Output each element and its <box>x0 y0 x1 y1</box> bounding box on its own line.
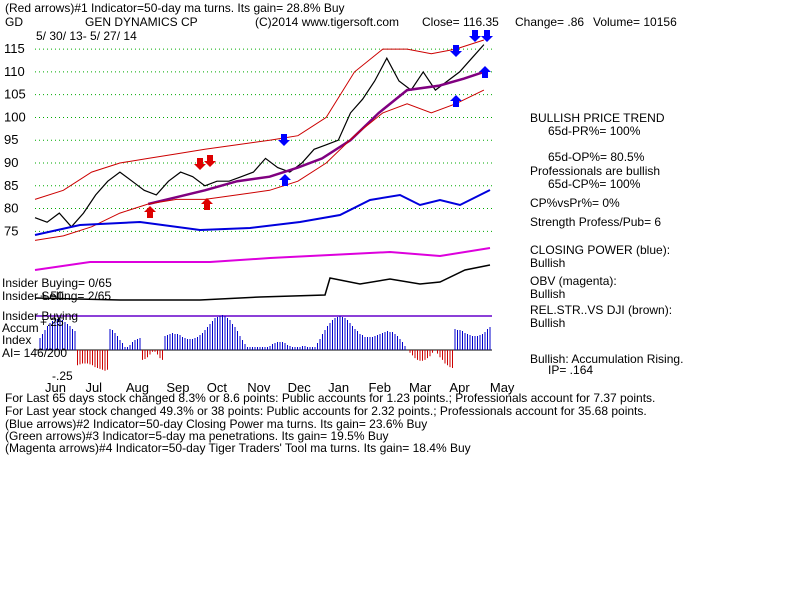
index-label: Index <box>2 333 32 347</box>
obv-value: Bullish <box>530 287 566 301</box>
insider-buying-title: Insider Buying <box>2 309 79 323</box>
x-tick-label: Jun <box>45 380 66 395</box>
indicator1-line: (Red arrows)#1 Indicator=50-day ma turns… <box>5 1 345 15</box>
date-range: 5/ 30/ 13- 5/ 27/ 14 <box>36 29 137 43</box>
ip-label: IP= .164 <box>548 363 594 377</box>
ticker-symbol: GD <box>5 15 23 29</box>
down-arrow-icon <box>204 155 216 167</box>
x-tick-label: Jan <box>328 380 349 395</box>
close-price: Close= 116.35 <box>422 15 499 29</box>
x-tick-label: Apr <box>449 380 470 395</box>
price-tick-label: 105 <box>4 87 26 102</box>
cp65-label: 65d-CP%= 100% <box>548 177 641 191</box>
up-arrow-icon <box>201 198 213 210</box>
price-tick-label: 100 <box>4 109 26 124</box>
footer-line-blue: (Blue arrows)#2 Indicator=50-day Closing… <box>5 417 428 431</box>
series-lower_band <box>34 89 485 241</box>
price-tick-label: 110 <box>4 64 25 79</box>
up-arrow-icon <box>144 206 156 218</box>
footer-line-65days: For Last 65 days stock changed 8.3% or 8… <box>5 391 656 405</box>
footer-line-year: For Last year stock changed 49.3% or 38 … <box>5 404 647 418</box>
volume-value: Volume= 10156 <box>593 15 677 29</box>
ai-label: AI= 146/200 <box>2 346 68 360</box>
professionals-label: Professionals are bullish <box>530 164 661 178</box>
down-arrow-icon <box>450 45 462 57</box>
insider-buying-label: Insider Buying= 0/65 <box>2 276 112 290</box>
up-arrow-icon <box>479 66 491 78</box>
down-arrow-icon <box>278 134 290 146</box>
price-tick-label: 90 <box>4 155 18 170</box>
trend-label: BULLISH PRICE TREND <box>530 111 665 125</box>
x-tick-label: Jul <box>85 380 102 395</box>
closing-power-value: Bullish <box>530 256 566 270</box>
up-arrow-icon <box>279 174 291 186</box>
accumulation-tick-label: +.25 <box>40 315 64 329</box>
cpvspr-label: CP%vsPr%= 0% <box>530 196 620 210</box>
price-tick-label: 75 <box>4 223 18 238</box>
up-arrow-icon <box>450 95 462 107</box>
closing-power-label: CLOSING POWER (blue): <box>530 243 671 257</box>
pr65-label: 65d-PR%= 100% <box>548 124 641 138</box>
x-tick-label: Nov <box>247 380 271 395</box>
strength-label: Strength Profess/Pub= 6 <box>530 215 662 229</box>
accumulation-tick-label: +.50 <box>40 289 64 303</box>
series-upper_band <box>34 39 485 200</box>
down-arrow-icon <box>481 30 493 42</box>
obv-label: OBV (magenta): <box>530 274 617 288</box>
price-tick-label: 80 <box>4 201 18 216</box>
x-tick-label: Aug <box>126 380 149 395</box>
x-tick-label: Dec <box>288 380 312 395</box>
x-tick-label: Feb <box>369 380 391 395</box>
x-tick-label: Sep <box>166 380 189 395</box>
rel-strength-line <box>34 264 491 301</box>
footer-line-magenta: (Magenta arrows)#4 Indicator=50-day Tige… <box>5 441 471 455</box>
price-tick-label: 85 <box>4 178 18 193</box>
obv-line <box>34 247 491 271</box>
company-name: GEN DYNAMICS CP <box>85 15 198 29</box>
copyright: (C)2014 www.tigersoft.com <box>255 15 400 29</box>
down-arrow-icon <box>469 30 481 42</box>
price-tick-label: 115 <box>4 41 25 56</box>
price-tick-label: 95 <box>4 132 18 147</box>
relstr-value: Bullish <box>530 316 566 330</box>
footer-line-green: (Green arrows)#3 Indicator=5-day ma pene… <box>5 429 389 443</box>
x-tick-label: Oct <box>207 380 228 395</box>
down-arrow-icon <box>194 158 206 170</box>
accumulation-tick-label: -.25 <box>52 369 73 383</box>
accumulation-label: Bullish: Accumulation Rising. <box>530 352 684 366</box>
accum-label: Accum <box>2 321 39 335</box>
insider-selling-label: Insider Selling= 2/65 <box>2 289 112 303</box>
closing-power-line <box>34 189 491 236</box>
series-ma50 <box>147 70 485 206</box>
x-tick-label: Mar <box>409 380 432 395</box>
change-value: Change= .86 <box>515 15 585 29</box>
x-tick-label: May <box>490 380 515 395</box>
relstr-label: REL.STR..VS DJI (brown): <box>530 303 673 317</box>
op65-label: 65d-OP%= 80.5% <box>548 150 645 164</box>
